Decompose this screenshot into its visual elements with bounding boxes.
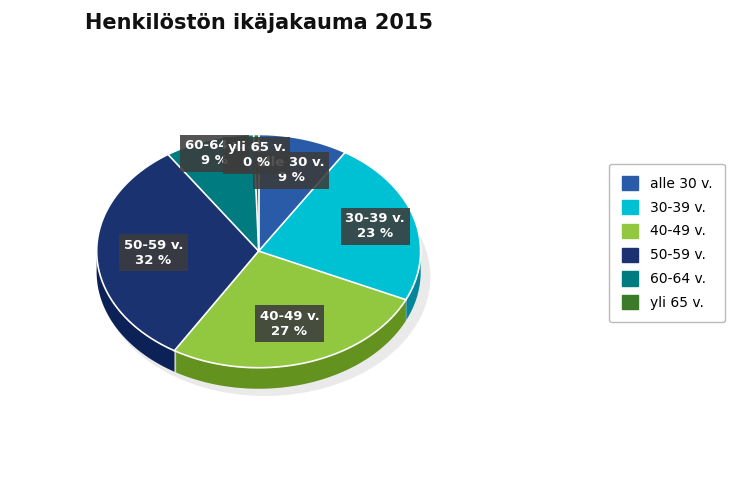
Polygon shape [406,252,420,320]
Polygon shape [97,252,174,372]
Text: alle 30 v.
9 %: alle 30 v. 9 % [257,156,325,184]
Polygon shape [259,153,420,300]
Polygon shape [176,300,406,389]
Polygon shape [174,251,406,368]
Legend: alle 30 v., 30-39 v., 40-49 v., 50-59 v., 60-64 v., yli 65 v.: alle 30 v., 30-39 v., 40-49 v., 50-59 v.… [609,163,725,323]
Text: yli 65 v.
0 %: yli 65 v. 0 % [228,141,286,170]
Ellipse shape [97,156,420,389]
Text: 30-39 v.
23 %: 30-39 v. 23 % [345,212,405,240]
Polygon shape [168,135,259,251]
Polygon shape [259,135,345,251]
Text: 40-49 v.
27 %: 40-49 v. 27 % [259,310,319,338]
Text: 50-59 v.
32 %: 50-59 v. 32 % [123,239,183,267]
Polygon shape [97,155,259,351]
Text: 60-64 v.
9 %: 60-64 v. 9 % [185,139,245,168]
Text: Henkilöstön ikäjakauma 2015: Henkilöstön ikäjakauma 2015 [85,13,432,33]
Polygon shape [253,135,259,251]
Ellipse shape [100,158,430,396]
